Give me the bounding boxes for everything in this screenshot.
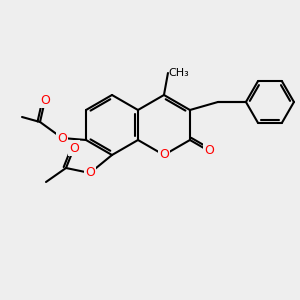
Text: O: O: [85, 167, 95, 179]
Text: O: O: [40, 94, 50, 106]
Text: O: O: [69, 142, 79, 154]
Text: CH₃: CH₃: [168, 68, 189, 78]
Text: O: O: [204, 145, 214, 158]
Text: O: O: [159, 148, 169, 161]
Text: O: O: [57, 131, 67, 145]
